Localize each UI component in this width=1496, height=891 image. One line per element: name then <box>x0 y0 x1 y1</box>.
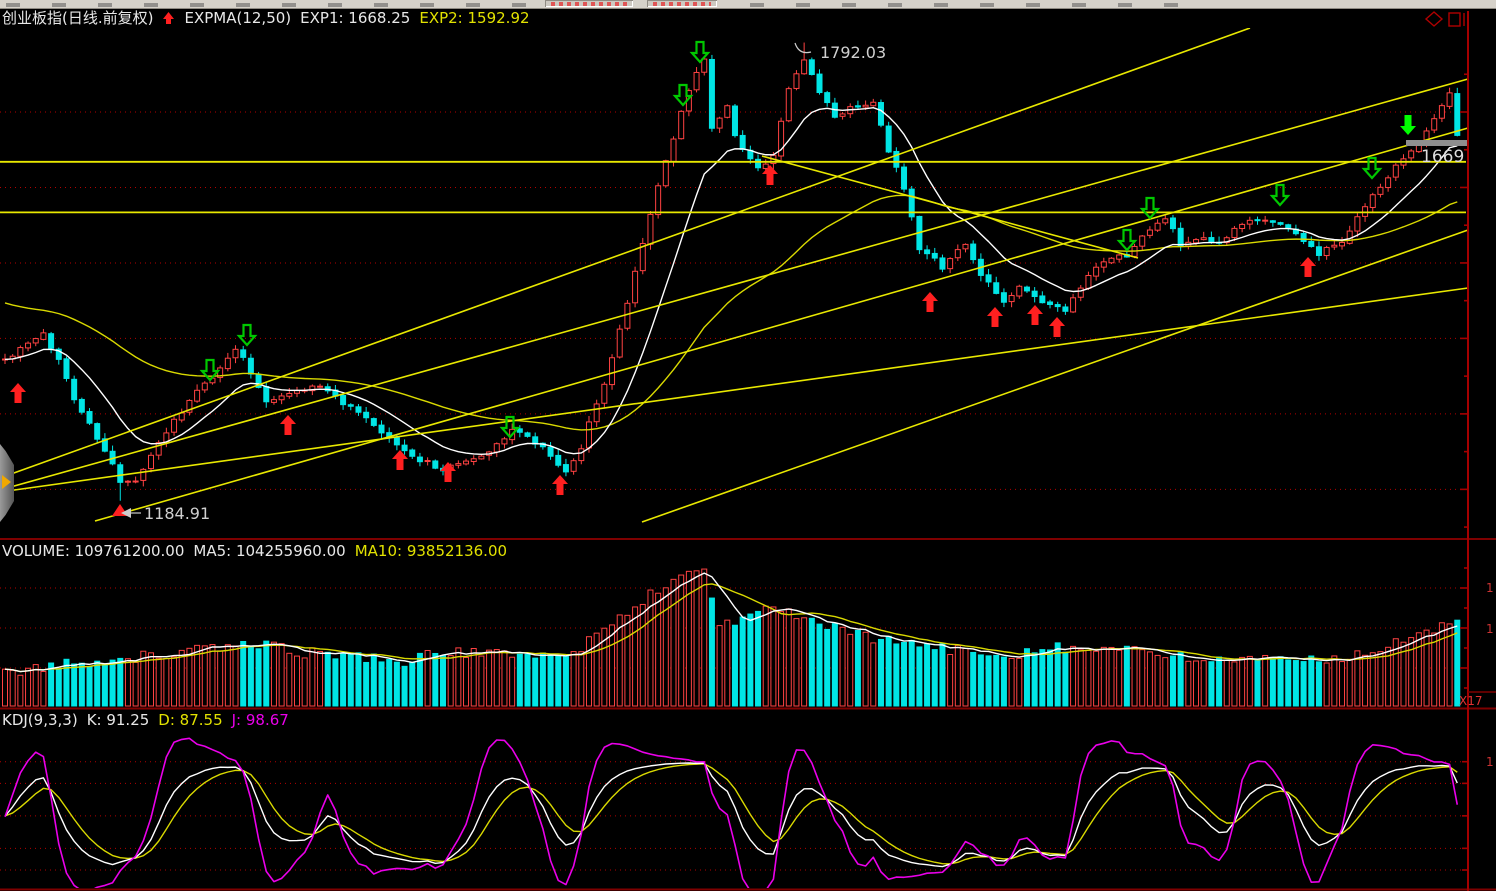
menubar-text-fragments <box>6 3 526 7</box>
kdj-k-value: K: 91.25 <box>86 711 150 729</box>
kdj-gridlines <box>0 761 1466 871</box>
price-annotations: 1792.03 1184.91 1669 <box>121 42 1468 523</box>
chart-corner-controls[interactable] <box>1424 11 1465 27</box>
last-price-marker-bar <box>1406 140 1468 146</box>
exp2-line <box>4 194 1458 431</box>
exp2-value: EXP2: 1592.92 <box>419 9 530 27</box>
trendlines <box>0 28 1469 523</box>
volume-header: VOLUME: 109761200.00 MA5: 104255960.00 M… <box>2 542 507 561</box>
volume-ma10-line <box>4 583 1458 673</box>
expma-indicator-label: EXPMA(12,50) <box>184 9 292 27</box>
signal-arrows <box>10 40 1416 516</box>
volume-unit-label: X17 <box>1459 694 1483 708</box>
axis-label-fragment: 1 <box>1486 581 1494 595</box>
last-price-label: 1669 <box>1421 147 1464 167</box>
volume-ma5-value: MA5: 104255960.00 <box>193 542 346 560</box>
low-annotation-arrowhead <box>121 508 131 518</box>
high-annotation-pointer <box>794 42 812 54</box>
price-panel[interactable] <box>0 28 1469 523</box>
kdj-j-value: J: 98.67 <box>231 711 289 729</box>
menubar-red-text-fragment <box>551 2 627 6</box>
volume-ma10-value: MA10: 93852136.00 <box>354 542 508 560</box>
menubar-text-fragments <box>750 3 1210 7</box>
price-gridlines <box>0 111 1466 490</box>
volume-bars <box>2 568 1461 707</box>
kdj-panel[interactable] <box>0 737 1466 891</box>
instrument-title: 创业板指(日线.前复权) <box>2 9 154 27</box>
right-axis: 1 1 1 <box>0 11 1496 891</box>
kdj-header: KDJ(9,3,3) K: 91.25 D: 87.55 J: 98.67 <box>2 711 289 730</box>
expand-arrow-icon <box>2 475 11 489</box>
axis-label-fragment: 1 <box>1486 622 1494 636</box>
candlesticks <box>2 42 1461 501</box>
window-restore-icon[interactable] <box>1448 12 1461 27</box>
diamond-icon[interactable] <box>1424 11 1444 27</box>
high-annotation-label: 1792.03 <box>820 43 886 62</box>
exp1-line <box>4 107 1458 456</box>
expma-up-arrow-icon <box>162 11 175 30</box>
axis-label-fragment: 1 <box>1486 755 1494 769</box>
volume-value: VOLUME: 109761200.00 <box>2 542 185 560</box>
menubar-change-box <box>647 0 717 7</box>
low-annotation-label: 1184.91 <box>144 504 210 523</box>
top-menubar[interactable] <box>0 0 1496 9</box>
volume-panel[interactable] <box>0 568 1466 707</box>
sidebar-expand-handle[interactable] <box>0 444 14 522</box>
exp1-value: EXP1: 1668.25 <box>300 9 411 27</box>
kdj-lines <box>4 737 1459 888</box>
kdj-d-value: D: 87.55 <box>158 711 223 729</box>
menubar-red-text-fragment <box>653 2 711 6</box>
main-chart-header: 创业板指(日线.前复权) EXPMA(12,50) EXP1: 1668.25 … <box>2 9 530 28</box>
menubar-quote-box <box>545 0 633 7</box>
volume-ma5-line <box>4 572 1458 673</box>
kdj-indicator-label: KDJ(9,3,3) <box>2 711 78 729</box>
